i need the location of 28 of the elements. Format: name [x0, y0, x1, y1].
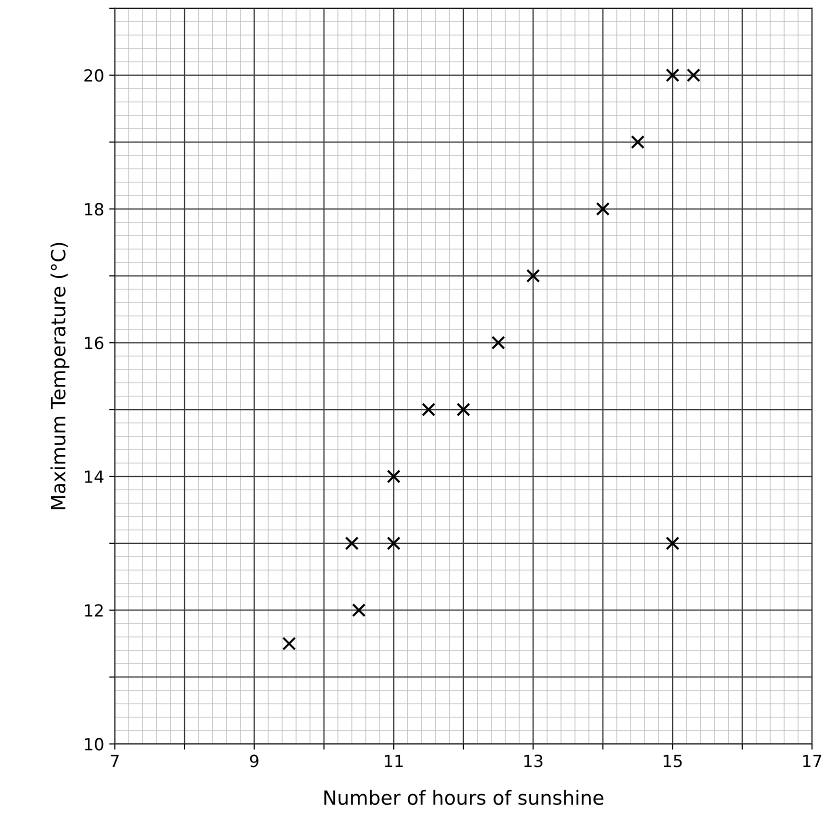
x-tick-label: 17 — [803, 754, 822, 768]
point — [422, 402, 436, 416]
y-tick-label: 14 — [85, 470, 104, 483]
point — [345, 536, 359, 550]
x-tick-label: 9 — [250, 754, 258, 768]
y-tick-label: 18 — [85, 202, 104, 216]
y-tick-label: 16 — [85, 336, 104, 350]
x-tick-label: 11 — [384, 754, 403, 768]
point — [352, 603, 366, 618]
point — [596, 202, 610, 216]
point — [630, 135, 645, 149]
x-axis-title: Number of hours of sunshine — [324, 790, 604, 805]
x-tick-label: 13 — [524, 754, 542, 768]
y-tick-label: 10 — [85, 738, 104, 750]
point — [456, 402, 470, 416]
point — [386, 470, 401, 484]
y-tick-label: 20 — [84, 69, 104, 82]
y-axis-title: Maximum Temperature (°C) — [50, 242, 70, 510]
x-tick-label: 15 — [664, 754, 682, 768]
point — [666, 68, 680, 82]
point — [386, 536, 401, 550]
point — [666, 536, 680, 550]
y-tick-label: 12 — [85, 604, 103, 617]
point — [686, 68, 700, 82]
point — [526, 268, 540, 283]
point — [282, 636, 296, 650]
point — [491, 336, 506, 350]
x-tick-label: 7 — [110, 754, 119, 768]
